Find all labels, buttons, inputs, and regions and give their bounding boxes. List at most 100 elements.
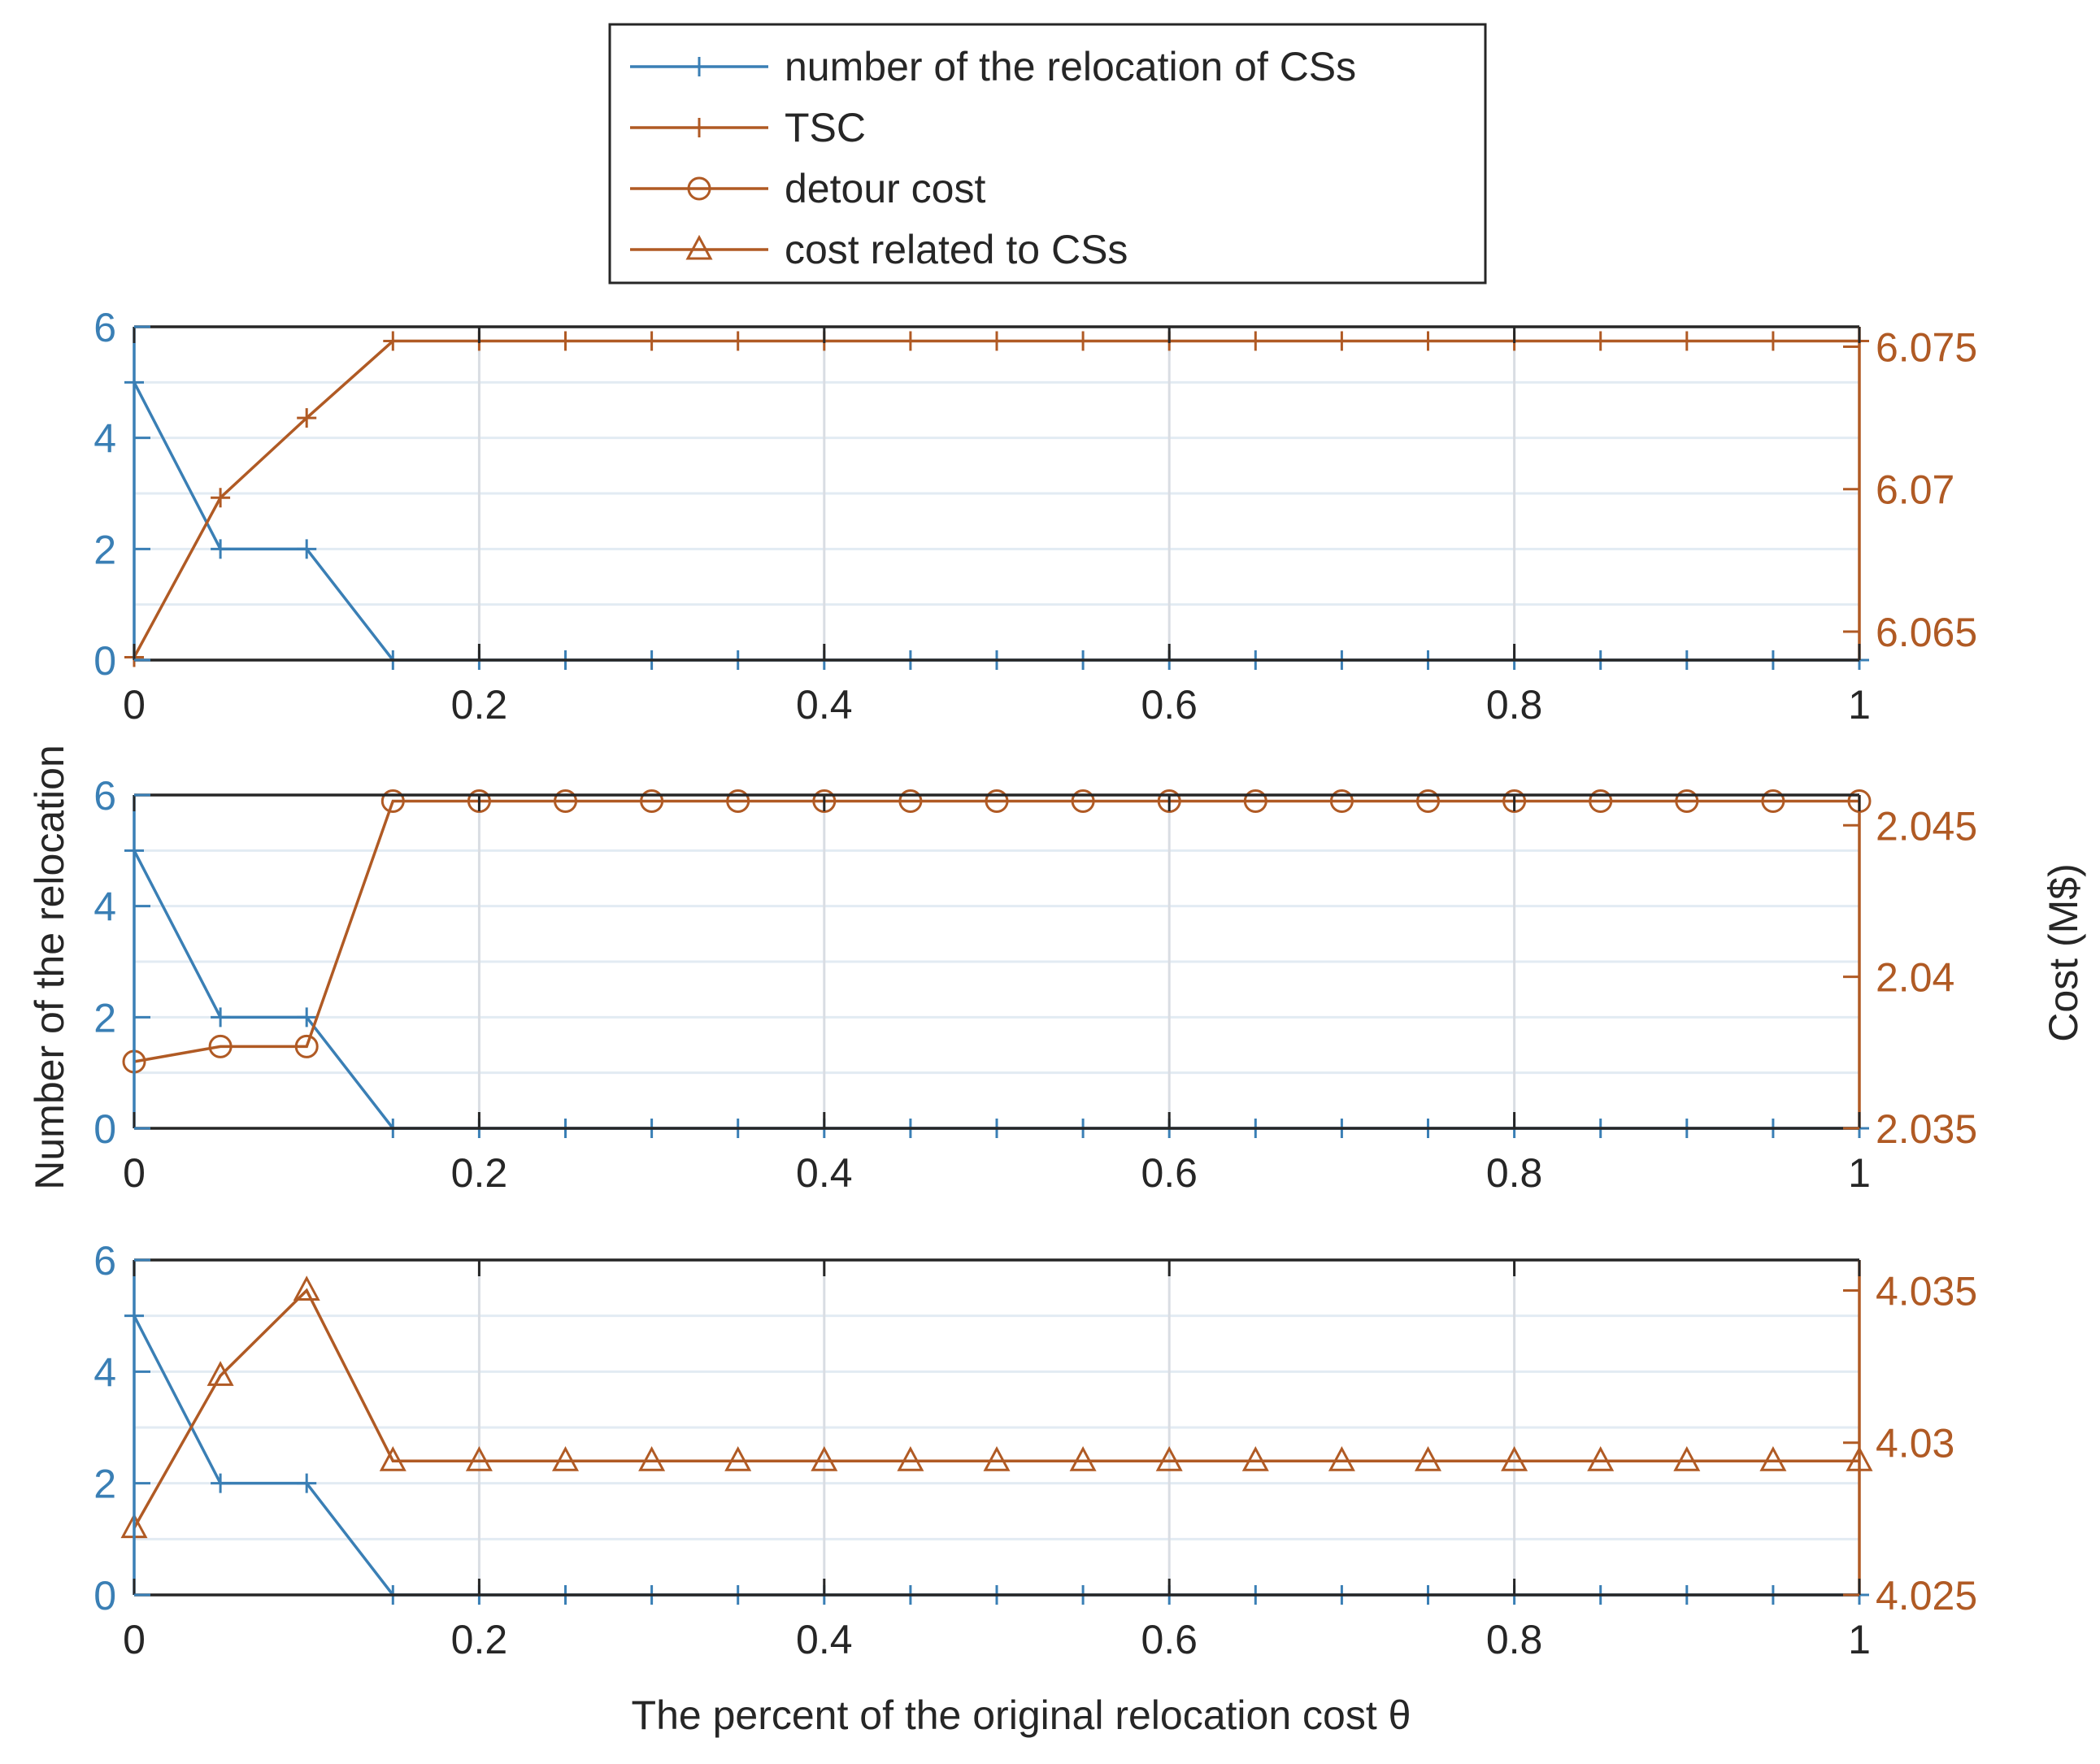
point-cost xyxy=(898,789,923,813)
x-tick-label: 1 xyxy=(1848,1617,1871,1662)
legend: number of the relocation of CSs TSC detour… xyxy=(608,23,1487,285)
x-tick-label: 0.2 xyxy=(451,1617,508,1662)
point-cost xyxy=(467,789,491,813)
legend-marker xyxy=(687,176,711,201)
point-cost xyxy=(726,789,750,813)
right-y-tick-label: 4.035 xyxy=(1876,1268,1977,1314)
subplot-1: 0 0.2 0.4 0.6 0.8 1 0 2 4 6 6.065 6.07 6.075 xyxy=(93,305,1977,728)
point-cost xyxy=(638,1446,666,1471)
right-y-tick-label: 6.065 xyxy=(1876,610,1977,655)
point-relocation-count xyxy=(211,539,231,559)
x-tick-label: 0.2 xyxy=(451,682,508,728)
point-cost xyxy=(1332,331,1352,351)
right-y-tick-label: 4.025 xyxy=(1876,1573,1977,1618)
point-cost xyxy=(811,1446,838,1471)
x-tick-label: 0.6 xyxy=(1141,682,1198,728)
legend-label: detour cost xyxy=(785,166,985,211)
x-tick-label: 0 xyxy=(123,1617,146,1662)
point-cost xyxy=(207,1361,234,1386)
point-cost xyxy=(640,789,664,813)
point-relocation-count xyxy=(211,1473,231,1493)
left-y-tick-label: 6 xyxy=(93,1238,116,1284)
point-cost xyxy=(294,1034,319,1058)
left-y-tick-label: 0 xyxy=(93,1573,116,1618)
x-axis-label: The percent of the original relocation c… xyxy=(632,1692,1411,1738)
point-cost xyxy=(1246,331,1266,351)
point-cost xyxy=(1759,1446,1787,1471)
legend-entry: TSC xyxy=(630,105,866,150)
point-relocation-count xyxy=(211,1007,231,1028)
point-cost xyxy=(1761,789,1785,813)
point-cost xyxy=(897,1446,924,1471)
point-cost xyxy=(1073,331,1093,351)
left-y-tick-label: 2 xyxy=(93,995,116,1041)
x-tick-label: 0.4 xyxy=(796,682,853,728)
right-y-tick-label: 6.07 xyxy=(1876,467,1954,513)
point-cost xyxy=(1589,789,1613,813)
x-tick-label: 0.2 xyxy=(451,1150,508,1196)
point-cost xyxy=(1587,1446,1615,1471)
legend-marker xyxy=(685,234,713,260)
point-cost xyxy=(551,1446,580,1471)
point-relocation-count xyxy=(297,539,317,559)
right-y-tick-label: 2.04 xyxy=(1876,955,1954,1001)
point-relocation-count xyxy=(297,1007,317,1028)
point-cost xyxy=(985,789,1009,813)
point-cost xyxy=(641,331,662,351)
x-tick-label: 1 xyxy=(1848,682,1871,728)
point-cost xyxy=(1328,1446,1355,1471)
point-cost xyxy=(465,1446,493,1471)
right-y-tick-label: 2.045 xyxy=(1876,803,1977,849)
series-line-cost xyxy=(133,1288,1859,1529)
x-tick-label: 0 xyxy=(123,1150,146,1196)
left-y-tick-label: 6 xyxy=(93,773,116,819)
legend-label: TSC xyxy=(785,105,866,150)
legend-entry: number of the relocation of CSs xyxy=(630,44,1356,89)
point-cost xyxy=(293,1275,320,1301)
point-cost xyxy=(554,789,577,813)
point-cost xyxy=(555,331,576,351)
left-y-tick-label: 6 xyxy=(93,305,116,350)
point-cost xyxy=(1416,789,1440,813)
legend-marker xyxy=(689,118,709,137)
x-tick-label: 0.8 xyxy=(1486,1617,1543,1662)
point-cost xyxy=(1071,789,1095,813)
point-cost xyxy=(1414,1446,1442,1471)
legend-entry: cost related to CSs xyxy=(630,227,1128,272)
right-y-tick-label: 6.075 xyxy=(1876,325,1977,371)
x-tick-label: 0.8 xyxy=(1486,682,1543,728)
point-cost xyxy=(379,1446,407,1471)
series-line-cost xyxy=(133,799,1859,1063)
point-cost xyxy=(211,488,231,508)
x-tick-label: 0.6 xyxy=(1141,1617,1198,1662)
point-cost xyxy=(987,331,1007,351)
point-cost xyxy=(812,789,837,813)
point-cost xyxy=(1590,331,1611,351)
left-axis-label: Number of the relocation xyxy=(27,745,72,1190)
subplots: 0 0.2 0.4 0.6 0.8 1 0 2 4 6 6.065 6.07 6.075 0 0.2 0.4 0… xyxy=(93,305,1977,1662)
point-cost xyxy=(1763,331,1783,351)
point-relocation-count xyxy=(297,1473,317,1493)
subplot-2: 0 0.2 0.4 0.6 0.8 1 0 2 4 6 2.035 2.04 2.045 xyxy=(93,773,1977,1196)
legend-label: cost related to CSs xyxy=(785,227,1128,272)
point-cost xyxy=(983,1446,1011,1471)
point-cost xyxy=(728,331,748,351)
x-tick-label: 0.6 xyxy=(1141,1150,1198,1196)
point-cost xyxy=(1243,789,1267,813)
point-cost xyxy=(1675,789,1699,813)
left-y-tick-label: 4 xyxy=(93,884,116,930)
left-y-tick-label: 2 xyxy=(93,1462,116,1507)
left-y-tick-label: 0 xyxy=(93,638,116,684)
left-y-tick-label: 4 xyxy=(93,416,116,462)
right-y-tick-label: 4.03 xyxy=(1876,1421,1954,1466)
x-tick-label: 0 xyxy=(123,682,146,728)
point-cost xyxy=(383,331,403,351)
x-tick-label: 1 xyxy=(1848,1150,1871,1196)
point-cost xyxy=(1329,789,1354,813)
point-cost xyxy=(1502,789,1527,813)
point-cost xyxy=(380,789,405,813)
point-cost xyxy=(208,1034,233,1058)
x-tick-label: 0.4 xyxy=(796,1150,853,1196)
point-cost xyxy=(900,331,920,351)
